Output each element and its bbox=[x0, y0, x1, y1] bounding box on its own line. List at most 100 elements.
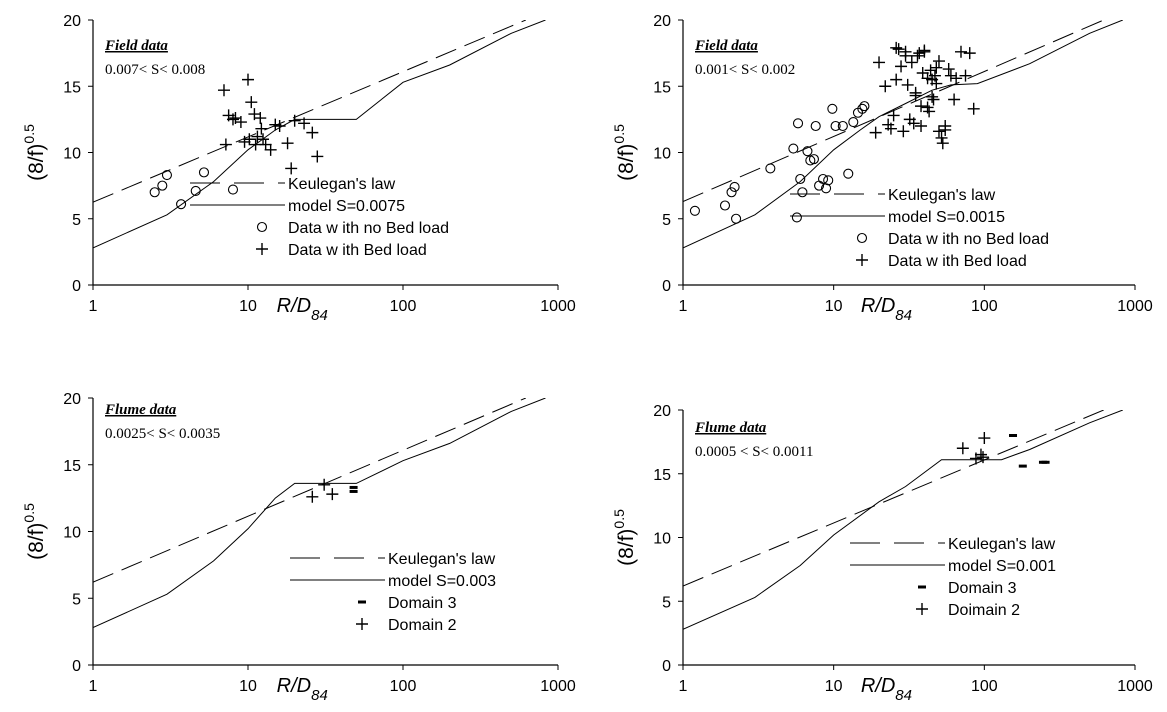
data-point-plus bbox=[967, 102, 980, 115]
x-axis-label-main: R/D bbox=[277, 295, 311, 317]
data-point-plus bbox=[298, 117, 311, 130]
annotation-text: 0.001< S< 0.002 bbox=[695, 62, 795, 78]
data-point-dash bbox=[1018, 464, 1027, 468]
data-point-circle bbox=[859, 101, 870, 112]
y-tick-label: 10 bbox=[63, 146, 81, 163]
legend-marker-swatch bbox=[256, 221, 268, 233]
data-point-plus bbox=[939, 123, 952, 136]
legend-marker-swatch bbox=[356, 618, 368, 630]
data-point-plus bbox=[918, 45, 931, 58]
data-point-circle bbox=[810, 120, 821, 132]
keulegan-law-line bbox=[93, 20, 526, 203]
data-point-circle bbox=[788, 143, 799, 154]
data-point-dash bbox=[1009, 434, 1018, 437]
data-point-plus bbox=[930, 61, 943, 74]
data-point-plus bbox=[895, 60, 908, 73]
legend-label: model S=0.0015 bbox=[888, 209, 1005, 226]
data-point-plus bbox=[915, 120, 928, 132]
data-point-plus bbox=[932, 125, 945, 138]
y-axis-label-main: (8/f) bbox=[25, 144, 48, 181]
y-axis-label: (8/f)0.5 bbox=[611, 509, 638, 566]
data-point-plus bbox=[259, 138, 272, 151]
data-point-circle bbox=[198, 167, 210, 178]
x-axis-label: R/D84 bbox=[861, 675, 912, 704]
y-axis-label-superscript: 0.5 bbox=[611, 509, 627, 529]
y-axis-label: (8/f)0.5 bbox=[21, 503, 48, 560]
x-tick-label: 1000 bbox=[540, 678, 576, 695]
y-tick-label: 20 bbox=[63, 13, 81, 30]
y-tick-label: 5 bbox=[72, 591, 81, 608]
data-point-circle bbox=[820, 183, 832, 194]
data-point-plus bbox=[306, 126, 319, 139]
data-point-plus bbox=[921, 101, 934, 114]
legend-label: Domain 3 bbox=[388, 595, 457, 612]
data-point-plus bbox=[264, 143, 277, 156]
data-point-plus bbox=[928, 69, 941, 82]
x-tick-label: 100 bbox=[971, 678, 998, 695]
data-point-circle bbox=[848, 116, 859, 128]
x-axis-label-subscript: 84 bbox=[895, 307, 912, 324]
x-tick-label: 1 bbox=[89, 298, 98, 315]
data-point-plus bbox=[899, 49, 912, 62]
data-point-plus bbox=[913, 47, 926, 60]
y-axis-label-main: (8/f) bbox=[615, 529, 638, 566]
data-point-plus bbox=[306, 490, 319, 503]
data-point-circle bbox=[161, 169, 173, 181]
data-point-plus bbox=[905, 56, 918, 69]
data-point-plus bbox=[942, 63, 955, 76]
x-tick-label: 100 bbox=[390, 298, 417, 315]
data-point-plus bbox=[956, 442, 969, 455]
data-point-plus bbox=[954, 45, 967, 58]
data-point-circle bbox=[808, 154, 820, 165]
data-point-plus bbox=[974, 448, 987, 461]
data-point-circle bbox=[726, 187, 737, 198]
data-point-plus bbox=[257, 133, 270, 146]
annotation-title: Field data bbox=[104, 38, 168, 54]
legend-label: Data w ith no Bed load bbox=[888, 231, 1049, 248]
legend-label: Domain 3 bbox=[948, 580, 1017, 597]
model-line bbox=[93, 398, 546, 629]
data-point-plus bbox=[959, 69, 972, 82]
data-point-plus bbox=[245, 96, 258, 109]
y-tick-label: 10 bbox=[63, 525, 81, 542]
y-tick-label: 5 bbox=[662, 212, 671, 229]
x-axis-label-main: R/D bbox=[277, 675, 311, 697]
x-axis-label: R/D84 bbox=[277, 295, 328, 324]
data-point-plus bbox=[217, 84, 230, 97]
y-tick-label: 15 bbox=[63, 79, 81, 96]
legend: Keulegan's law model S=0.001 Domain 3 Doima… bbox=[850, 536, 1056, 619]
data-point-circle bbox=[797, 187, 808, 198]
data-point-plus bbox=[927, 93, 940, 106]
data-point-circle bbox=[689, 205, 700, 216]
data-point-circle bbox=[731, 213, 742, 224]
chart-panel-4: 1 10 100 1000 0 5 10 15 20 (8/f)0.5 R/D84 Flume dat… bbox=[611, 403, 1153, 704]
data-point-plus bbox=[911, 49, 924, 62]
model-line bbox=[683, 410, 1123, 630]
legend-label: Keulegan's law bbox=[388, 551, 496, 568]
y-tick-label: 15 bbox=[63, 458, 81, 475]
y-tick-label: 20 bbox=[653, 403, 671, 420]
data-point-plus bbox=[318, 478, 331, 491]
x-axis-label-subscript: 84 bbox=[895, 687, 912, 704]
annotation-title: Field data bbox=[694, 38, 758, 54]
y-tick-label: 0 bbox=[662, 658, 671, 675]
x-tick-label: 1 bbox=[679, 298, 688, 315]
y-tick-label: 20 bbox=[653, 13, 671, 30]
data-point-plus bbox=[892, 43, 905, 56]
x-axis-label-subscript: 84 bbox=[311, 307, 328, 324]
data-point-circle bbox=[802, 146, 813, 157]
data-point-plus bbox=[926, 90, 939, 103]
y-tick-label: 10 bbox=[653, 146, 671, 163]
x-tick-label: 10 bbox=[825, 678, 843, 695]
legend-marker-swatch bbox=[918, 585, 926, 589]
data-point-plus bbox=[222, 109, 235, 122]
data-point-plus bbox=[963, 47, 976, 60]
legend-marker-swatch bbox=[856, 254, 868, 266]
data-point-plus bbox=[950, 72, 963, 85]
y-tick-label: 15 bbox=[653, 79, 671, 96]
data-point-plus bbox=[219, 138, 232, 151]
y-tick-label: 5 bbox=[72, 212, 81, 229]
keulegan-law-line bbox=[93, 398, 526, 583]
data-point-plus bbox=[977, 451, 990, 464]
